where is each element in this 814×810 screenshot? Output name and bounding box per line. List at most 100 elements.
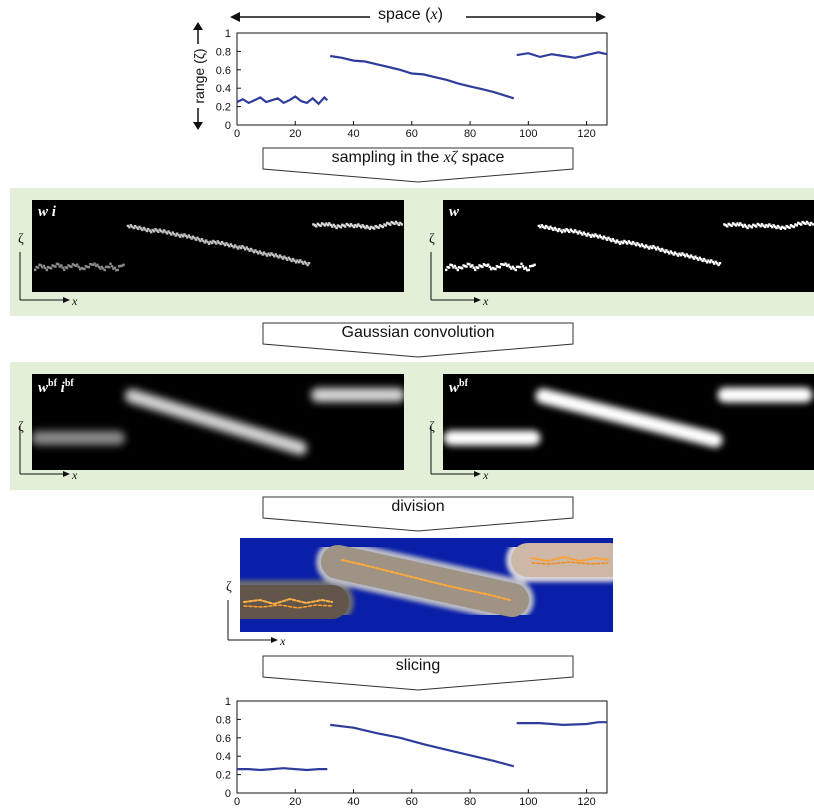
sample-pixel — [35, 265, 38, 269]
sample-pixel — [90, 263, 93, 266]
sample-pixel — [264, 252, 267, 256]
sample-pixel — [233, 244, 237, 247]
sample-pixel — [220, 240, 224, 244]
corner-axes — [19, 426, 70, 477]
sample-pixel — [329, 223, 332, 227]
sample-pixel — [729, 223, 732, 227]
sample-pixel — [475, 266, 478, 269]
sample-pixel — [542, 225, 545, 228]
sample-pixel — [384, 224, 387, 227]
sample-pixel — [112, 267, 115, 270]
sample-pixel — [589, 235, 593, 238]
x-axis-label: x — [280, 634, 286, 648]
sample-pixel — [768, 223, 771, 226]
sample-pixel — [460, 267, 464, 270]
sample-pixel — [788, 226, 791, 229]
sampled-w-pixels — [445, 220, 814, 272]
sample-pixel — [652, 245, 655, 248]
sample-pixel — [584, 232, 587, 236]
sample-pixel — [644, 244, 648, 247]
sample-pixel — [190, 237, 193, 240]
sample-pixel — [684, 255, 687, 258]
sample-pixel — [170, 233, 173, 236]
sample-pixel — [565, 228, 568, 231]
sample-pixel — [737, 224, 741, 227]
plot-frame — [236, 32, 608, 126]
sample-pixel — [97, 265, 101, 269]
sample-pixel — [44, 266, 47, 270]
sample-pixel — [485, 264, 488, 267]
sample-pixel — [149, 230, 153, 234]
sample-pixel — [375, 225, 379, 229]
sample-pixel — [381, 225, 385, 229]
sample-pixel — [630, 242, 633, 246]
sample-pixel — [84, 265, 88, 268]
sample-pixel — [226, 243, 230, 246]
sample-pixel — [103, 268, 106, 272]
sample-pixel — [197, 238, 201, 241]
sample-pixel — [68, 265, 72, 268]
sample-pixel — [740, 223, 743, 227]
sample-pixel — [587, 232, 590, 235]
sample-pixel — [447, 266, 451, 269]
corner-axes — [19, 252, 70, 303]
sample-pixel — [341, 223, 344, 226]
corner-axes — [430, 426, 481, 477]
sample-pixel — [194, 238, 198, 241]
sample-pixel — [203, 241, 206, 244]
sample-pixel — [752, 223, 755, 226]
sample-pixel — [453, 264, 457, 268]
sample-pixel — [73, 263, 76, 267]
sample-pixel — [575, 230, 578, 234]
sample-pixel — [348, 225, 351, 228]
sample-pixel — [769, 224, 772, 228]
x-tick-label: 100 — [519, 796, 537, 808]
sample-pixel — [581, 233, 584, 236]
sample-pixel — [106, 265, 109, 269]
sample-pixel — [139, 227, 143, 230]
sample-pixel — [514, 268, 517, 272]
sample-pixel — [270, 252, 273, 255]
sample-pixel — [463, 264, 467, 268]
sample-pixel — [701, 259, 704, 263]
sample-pixel — [749, 225, 752, 228]
sample-pixel — [591, 233, 594, 236]
sample-pixel — [71, 263, 75, 266]
sample-pixel — [572, 231, 575, 234]
sample-pixel — [178, 235, 182, 238]
sample-pixel — [93, 262, 96, 265]
sample-pixel — [705, 261, 709, 264]
sample-pixel — [650, 246, 654, 250]
sample-pixel — [365, 224, 369, 228]
sample-pixel — [633, 242, 636, 245]
sample-pixel — [212, 239, 215, 243]
sample-pixel — [450, 264, 454, 267]
sample-pixel — [242, 246, 245, 249]
panel-wi-label: w i — [38, 204, 56, 220]
sample-pixel — [698, 256, 701, 259]
sample-pixel — [601, 237, 604, 240]
sample-pixel — [782, 226, 785, 229]
sample-pixel — [297, 261, 301, 264]
sample-pixel — [332, 223, 335, 227]
y-tick-label: 0.8 — [216, 46, 231, 58]
sample-pixel — [132, 226, 135, 230]
sample-pixel — [222, 242, 225, 245]
sample-pixel — [336, 224, 340, 227]
sample-pixel — [238, 245, 241, 248]
sample-pixel — [691, 255, 694, 259]
sample-pixel — [472, 266, 475, 269]
sample-pixel — [771, 226, 774, 229]
sample-pixel — [107, 265, 111, 269]
sample-pixel — [669, 250, 672, 253]
sample-pixel — [602, 235, 606, 238]
sample-pixel — [778, 226, 781, 229]
sample-pixel — [503, 263, 506, 266]
sample-pixel — [642, 244, 645, 248]
corner-axes — [430, 252, 481, 303]
sample-pixel — [510, 267, 513, 270]
sample-pixel — [304, 262, 308, 265]
sample-pixel — [702, 257, 706, 261]
sample-pixel — [371, 226, 374, 229]
sample-pixel — [290, 259, 293, 263]
